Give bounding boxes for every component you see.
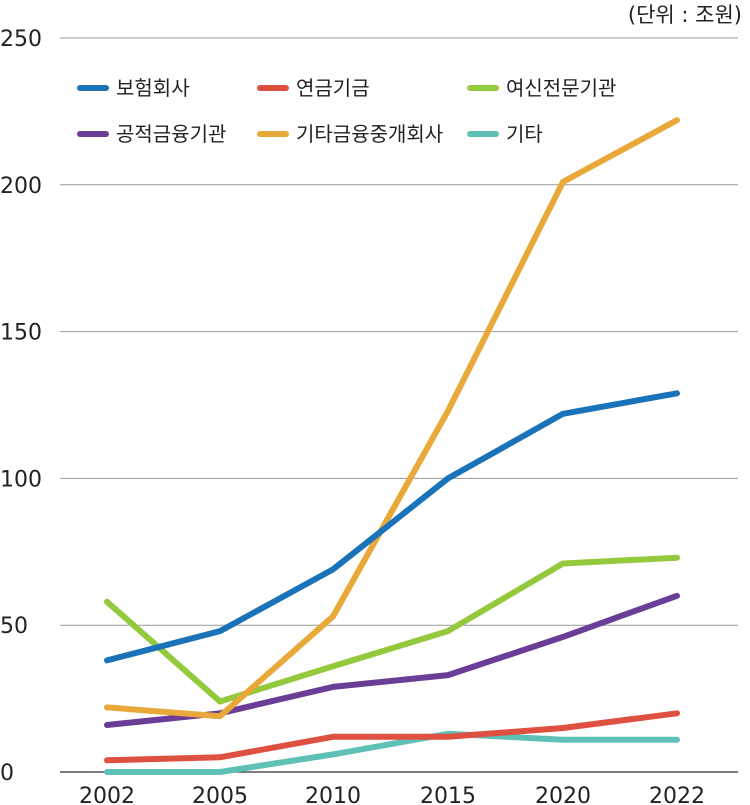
series-line: [104, 730, 680, 775]
legend-item: 연금기금: [257, 76, 370, 100]
series-line: [104, 554, 680, 705]
legend-label: 연금기금: [296, 76, 370, 100]
y-tick-label: 250: [0, 27, 42, 52]
series-line: [104, 390, 680, 664]
y-tick-label: 50: [0, 614, 28, 639]
gridlines: [60, 37, 738, 773]
legend-label: 보험회사: [116, 76, 190, 100]
series-line: [104, 592, 680, 728]
x-axis-ticks: 2002 2005 2010 2015 2020 2022: [79, 784, 705, 805]
legend-label: 여신전문기관: [506, 76, 616, 100]
legend-item: 공적금융기관: [77, 122, 226, 146]
y-tick-label: 150: [0, 321, 42, 346]
legend-label: 공적금융기관: [116, 122, 226, 146]
y-tick-label: 200: [0, 174, 42, 199]
x-tick-label: 2015: [420, 784, 476, 805]
legend-item: 보험회사: [77, 76, 190, 100]
y-tick-label: 0: [0, 761, 14, 786]
unit-label: (단위 : 조원): [628, 3, 742, 27]
y-tick-label: 100: [0, 467, 42, 492]
series-line: [104, 710, 680, 764]
legend-item: 기타: [467, 122, 543, 146]
legend-item: 여신전문기관: [467, 76, 616, 100]
x-tick-label: 2020: [535, 784, 591, 805]
x-tick-label: 2002: [79, 784, 135, 805]
x-tick-label: 2010: [305, 784, 361, 805]
x-tick-label: 2005: [192, 784, 248, 805]
y-axis-ticks: 0 50 100 150 200 250: [0, 27, 42, 786]
series-lines: [104, 117, 680, 775]
legend-item: 기타금융중개회사: [257, 122, 443, 146]
x-tick-label: 2022: [649, 784, 705, 805]
legend-label: 기타금융중개회사: [296, 122, 443, 146]
legend-label: 기타: [506, 122, 543, 146]
series-line: [104, 117, 680, 720]
